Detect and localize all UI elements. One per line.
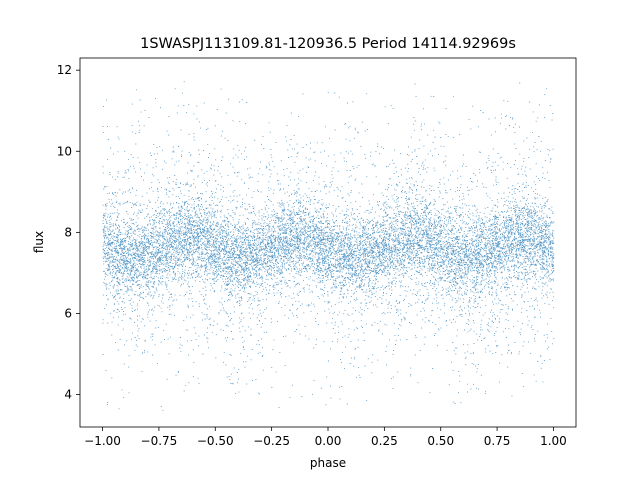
x-tick-label: −0.50	[197, 434, 234, 448]
x-tick-label: −0.25	[253, 434, 290, 448]
scatter-points	[102, 81, 555, 411]
x-tick-label: 0.00	[315, 434, 342, 448]
x-axis-ticks: −1.00 −0.75 −0.50 −0.25 0.00 0.25 0.50 0.75 1.00	[84, 427, 567, 448]
y-tick-label: 4	[64, 388, 72, 402]
y-tick-label: 12	[57, 63, 72, 77]
x-tick-label: 0.50	[427, 434, 454, 448]
y-axis-ticks: 4 6 8 10 12	[57, 63, 80, 402]
x-tick-label: 1.00	[540, 434, 567, 448]
x-axis-label: phase	[310, 456, 346, 470]
y-axis-label: flux	[32, 231, 46, 253]
y-tick-label: 8	[64, 225, 72, 239]
y-tick-label: 6	[64, 306, 72, 320]
x-tick-label: −1.00	[84, 434, 121, 448]
chart-title: 1SWASPJ113109.81-120936.5 Period 14114.9…	[140, 36, 516, 52]
x-tick-label: 0.75	[484, 434, 511, 448]
x-tick-label: 0.25	[371, 434, 398, 448]
y-tick-label: 10	[57, 144, 72, 158]
x-tick-label: −0.75	[141, 434, 178, 448]
data-points	[102, 81, 555, 411]
